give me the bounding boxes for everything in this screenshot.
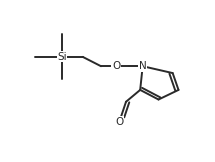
Text: O: O	[115, 117, 124, 127]
Text: N: N	[139, 61, 147, 71]
Text: O: O	[112, 61, 120, 71]
Text: Si: Si	[57, 52, 67, 62]
